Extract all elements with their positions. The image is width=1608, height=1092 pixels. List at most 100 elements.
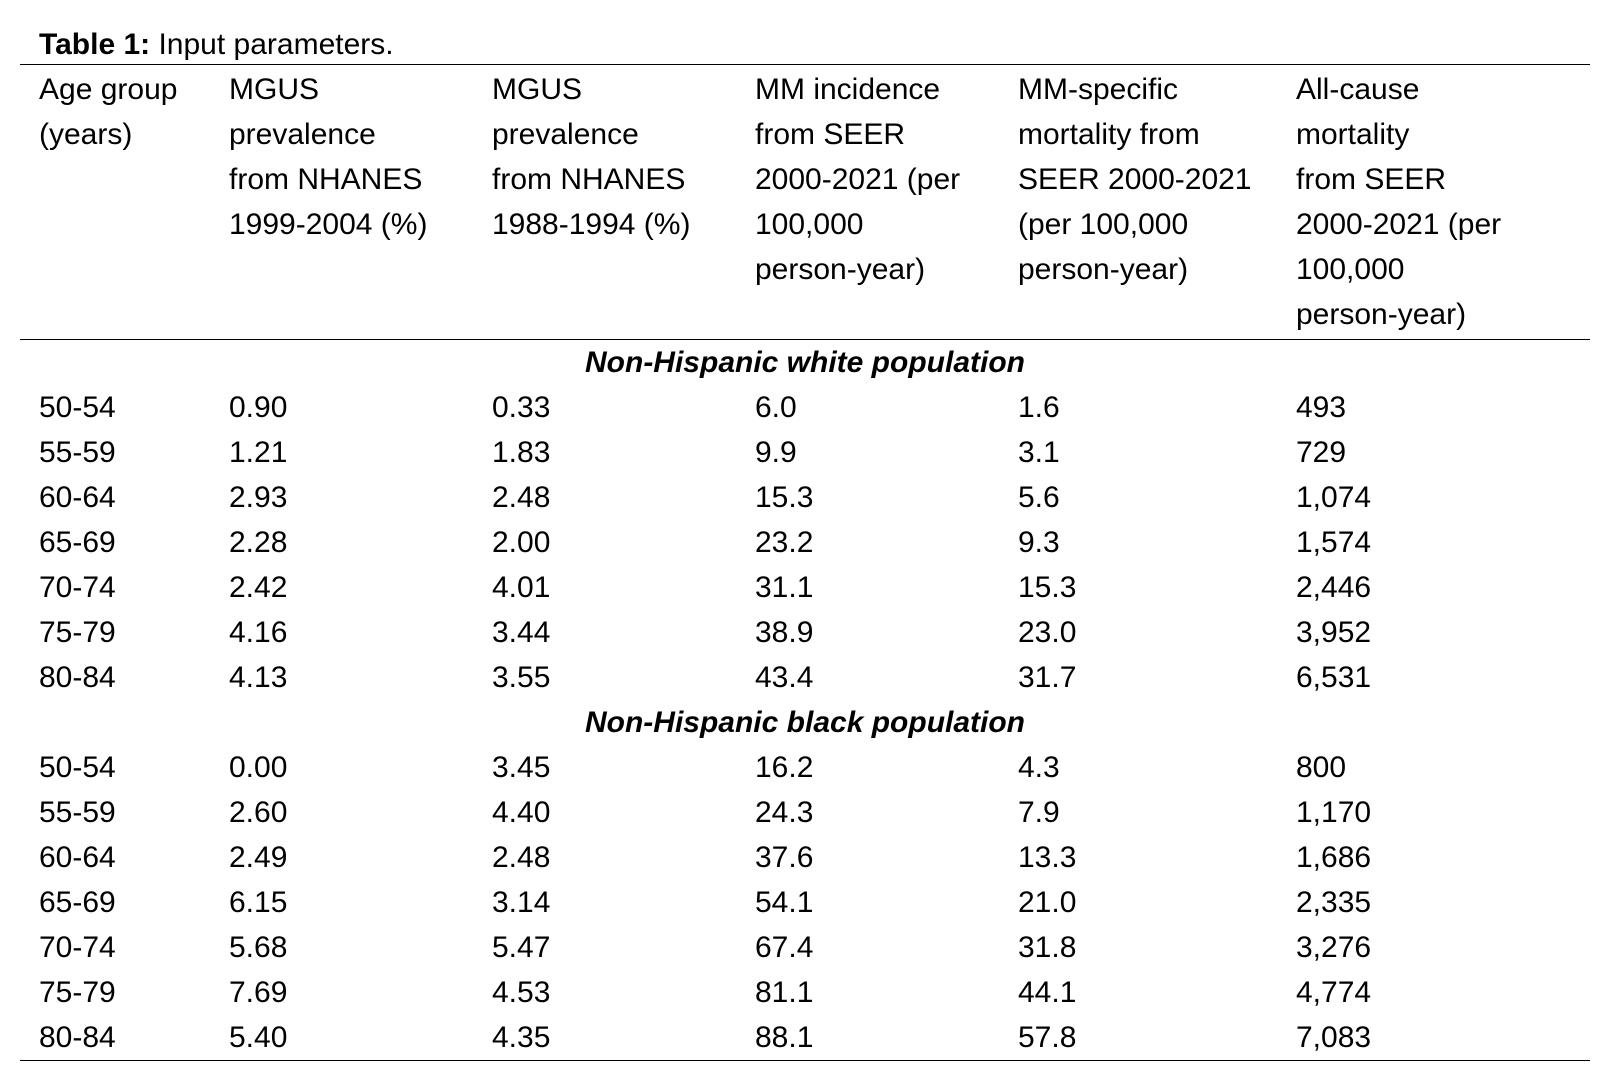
column-header-line: mortality from — [1018, 118, 1200, 151]
table-cell: 65-69 — [39, 526, 116, 559]
table-cell: 2.60 — [229, 796, 288, 829]
table-cell: 9.9 — [755, 436, 797, 469]
table-row: 60-64 2.93 2.48 15.3 5.6 1,074 — [20, 475, 1590, 520]
table-cell: 4.53 — [492, 976, 551, 1009]
column-header-line: person-year) — [1018, 253, 1189, 286]
table-cell: 15.3 — [1018, 571, 1077, 604]
column-header-line: person-year) — [1296, 298, 1467, 331]
table-cell: 0.90 — [229, 391, 288, 424]
table-cell: 3.55 — [492, 661, 551, 694]
all-cause-mortality-header: All-cause mortality from SEER 2000-2021 (pe… — [1277, 65, 1590, 340]
table-cell: 4.13 — [229, 661, 288, 694]
table-cell: 4.40 — [492, 796, 551, 829]
table-cell: 3,276 — [1296, 931, 1372, 964]
table-cell: 80-84 — [39, 661, 116, 694]
table-cell: 31.1 — [755, 571, 814, 604]
group-title: Non-Hispanic black population — [584, 706, 1026, 739]
table-row: 60-64 2.49 2.48 37.6 13.3 1,686 — [20, 835, 1590, 880]
table-cell: 43.4 — [755, 661, 814, 694]
table-cell: 1.83 — [492, 436, 551, 469]
table-cell: 31.7 — [1018, 661, 1077, 694]
table-cell: 7.69 — [229, 976, 288, 1009]
column-header-line: MM incidence — [755, 73, 941, 106]
table-cell: 3.45 — [492, 751, 551, 784]
table-cell: 5.6 — [1018, 481, 1060, 514]
table-cell: 55-59 — [39, 796, 116, 829]
table-caption: Table 1: Input parameters. — [39, 26, 1590, 64]
table-cell: 7,083 — [1296, 1021, 1372, 1054]
table-cell: 800 — [1296, 751, 1347, 784]
column-header-line: MM-specific — [1018, 73, 1179, 106]
table-cell: 2.48 — [492, 481, 551, 514]
table-row: 75-79 4.16 3.44 38.9 23.0 3,952 — [20, 610, 1590, 655]
table-cell: 15.3 — [755, 481, 814, 514]
table-cell: 60-64 — [39, 841, 116, 874]
table-row: 65-69 6.15 3.14 54.1 21.0 2,335 — [20, 880, 1590, 925]
table-cell: 2.49 — [229, 841, 288, 874]
table-cell: 729 — [1296, 436, 1347, 469]
table-cell: 1.6 — [1018, 391, 1060, 424]
table-body: Non-Hispanic white population 50-54 0.90 0.… — [20, 340, 1590, 1061]
table-cell: 2,446 — [1296, 571, 1372, 604]
table-row: 65-69 2.28 2.00 23.2 9.3 1,574 — [20, 520, 1590, 565]
mgus-prevalence-1999-2004-header: MGUS prevalence from NHANES 1999-2004 (%) — [210, 65, 473, 340]
table-row: 50-54 0.90 0.33 6.0 1.6 493 — [20, 385, 1590, 430]
table-cell: 50-54 — [39, 751, 116, 784]
table-cell: 44.1 — [1018, 976, 1077, 1009]
table-cell: 21.0 — [1018, 886, 1077, 919]
column-header-line: from NHANES — [492, 163, 686, 196]
table-header: Age group (years) MGUS prevalence from NHANE… — [20, 64, 1590, 340]
column-header-line: mortality — [1296, 118, 1410, 151]
table-cell: 5.47 — [492, 931, 551, 964]
table-cell: 3.1 — [1018, 436, 1060, 469]
column-header-line: from SEER — [1296, 163, 1447, 196]
table-cell: 31.8 — [1018, 931, 1077, 964]
paper-page: Table 1: Input parameters. Age group (yea… — [20, 26, 1590, 1061]
table-cell: 6.0 — [755, 391, 797, 424]
table-cell: 13.3 — [1018, 841, 1077, 874]
table-cell: 75-79 — [39, 976, 116, 1009]
table-cell: 2.93 — [229, 481, 288, 514]
table-cell: 6,531 — [1296, 661, 1372, 694]
table-row: 80-84 5.40 4.35 88.1 57.8 7,083 — [20, 1015, 1590, 1061]
table-cell: 67.4 — [755, 931, 814, 964]
table-cell: 1,686 — [1296, 841, 1372, 874]
table-cell: 37.6 — [755, 841, 814, 874]
table-cell: 50-54 — [39, 391, 116, 424]
column-header-line: 100,000 — [755, 208, 864, 241]
table-cell: 38.9 — [755, 616, 814, 649]
table-cell: 4.35 — [492, 1021, 551, 1054]
table-cell: 81.1 — [755, 976, 814, 1009]
table-cell: 23.2 — [755, 526, 814, 559]
table-row: 55-59 2.60 4.40 24.3 7.9 1,170 — [20, 790, 1590, 835]
column-header-line: prevalence — [492, 118, 639, 151]
table-row: 55-59 1.21 1.83 9.9 3.1 729 — [20, 430, 1590, 475]
table-cell: 3,952 — [1296, 616, 1372, 649]
column-header-line: SEER 2000-2021 — [1018, 163, 1252, 196]
table-cell: 70-74 — [39, 571, 116, 604]
table-cell: 4,774 — [1296, 976, 1372, 1009]
table-cell: 2.00 — [492, 526, 551, 559]
mgus-prevalence-1988-1994-header: MGUS prevalence from NHANES 1988-1994 (%) — [473, 65, 736, 340]
column-header-line: 1988-1994 (%) — [492, 208, 691, 241]
table-cell: 7.9 — [1018, 796, 1060, 829]
table-cell: 2.28 — [229, 526, 288, 559]
non-hispanic-white-group-row: Non-Hispanic white population — [20, 340, 1590, 386]
table-header-row: Age group (years) MGUS prevalence from NHANE… — [20, 64, 1590, 340]
table-cell: 75-79 — [39, 616, 116, 649]
table-cell: 493 — [1296, 391, 1347, 424]
table-caption-text: Input parameters. — [150, 28, 394, 61]
table-cell: 2,335 — [1296, 886, 1372, 919]
table-cell: 54.1 — [755, 886, 814, 919]
table-cell: 2.42 — [229, 571, 288, 604]
column-header-line: All-cause — [1296, 73, 1420, 106]
column-header-line: MGUS — [492, 73, 582, 106]
column-header-line: (years) — [39, 118, 133, 151]
table-cell: 6.15 — [229, 886, 288, 919]
table-cell: 4.16 — [229, 616, 288, 649]
table-cell: 9.3 — [1018, 526, 1060, 559]
table-row: 50-54 0.00 3.45 16.2 4.3 800 — [20, 745, 1590, 790]
table-cell: 2.48 — [492, 841, 551, 874]
column-header-line: from SEER — [755, 118, 906, 151]
mm-specific-mortality-header: MM-specific mortality from SEER 2000-2021 (… — [999, 65, 1277, 340]
